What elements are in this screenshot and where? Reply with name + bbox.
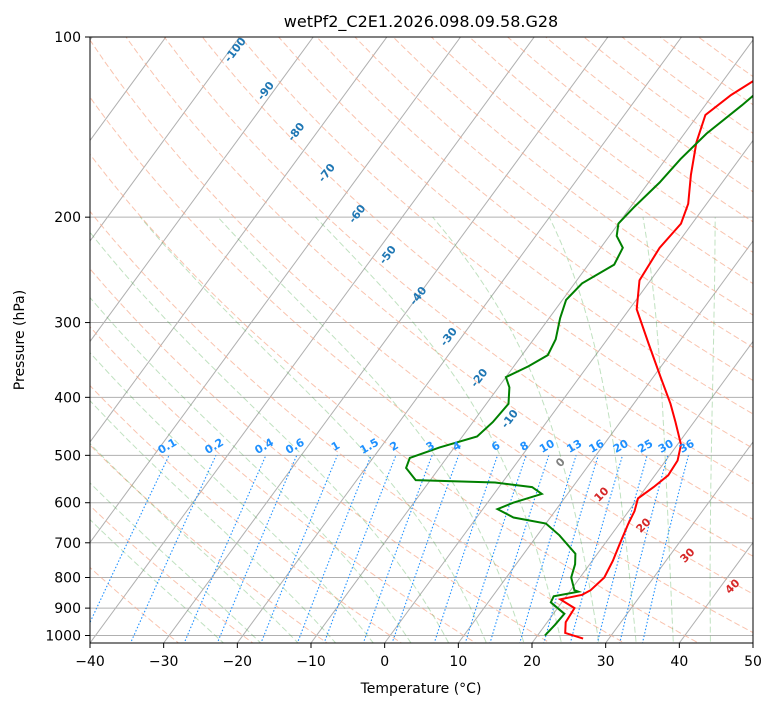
axis-ticks: −40 −30 −20 −10 0 10 20 30 40 50 100 200 300 400 500 60… bbox=[45, 30, 762, 670]
y-tick-label: 500 bbox=[54, 448, 81, 464]
x-axis-label: Temperature (°C) bbox=[360, 681, 482, 697]
y-axis-label: Pressure (hPa) bbox=[12, 290, 28, 390]
temperature-profile-line bbox=[557, 79, 753, 640]
plot-frame bbox=[89, 36, 754, 644]
dry-adiabat-line bbox=[90, 39, 753, 595]
mixing-ratio-line bbox=[569, 455, 624, 643]
y-tick-label: 300 bbox=[54, 316, 81, 332]
y-tick-label: 700 bbox=[54, 536, 81, 552]
y-tick-label: 800 bbox=[54, 570, 81, 586]
dry-adiabat-line bbox=[316, 37, 753, 382]
isotherm-line bbox=[90, 37, 535, 643]
mixing-ratio-line bbox=[519, 455, 577, 643]
y-tick-label: 600 bbox=[54, 496, 81, 512]
mixing-ratio-line bbox=[129, 455, 217, 643]
x-tick-label: 30 bbox=[597, 654, 615, 670]
dry-adiabat-line bbox=[90, 326, 477, 643]
mixing-ratio-line bbox=[216, 455, 298, 643]
mixing-ratio-line bbox=[260, 455, 338, 643]
isotherm-line bbox=[384, 139, 753, 643]
x-tick-label: 10 bbox=[449, 654, 467, 670]
dry-adiabat-line bbox=[90, 566, 180, 643]
isotherm-line bbox=[163, 37, 609, 643]
x-tick-label: 50 bbox=[744, 654, 762, 670]
moist-adiabat-line bbox=[90, 296, 412, 643]
moist-adiabat-line bbox=[140, 216, 487, 643]
isotherm-line bbox=[678, 541, 753, 643]
mixing-ratio-line bbox=[90, 455, 170, 624]
dewpoint-profile-line bbox=[404, 94, 753, 637]
moist-adiabat-line bbox=[548, 216, 637, 643]
mixing-ratio-line bbox=[323, 455, 397, 643]
isotherm-line bbox=[90, 37, 462, 544]
isotherm-line bbox=[310, 39, 753, 643]
mixing-ratio-line bbox=[543, 455, 599, 643]
mixing-ratio-line bbox=[391, 455, 460, 643]
isotherm-line bbox=[531, 340, 753, 643]
x-tick-label: 20 bbox=[523, 654, 541, 670]
y-tick-label: 400 bbox=[54, 390, 81, 406]
mixing-ratio-line bbox=[183, 455, 267, 643]
isotherm-line bbox=[236, 37, 683, 643]
dry-adiabat-line bbox=[392, 37, 753, 316]
dry-adiabat-line bbox=[125, 37, 753, 557]
x-tick-label: −30 bbox=[149, 654, 179, 670]
dry-adiabat-line bbox=[90, 210, 626, 643]
isotherm-line bbox=[90, 37, 241, 242]
background-lines bbox=[90, 37, 753, 643]
dry-adiabat-line bbox=[278, 37, 753, 415]
data-lines bbox=[404, 79, 753, 640]
x-tick-label: −20 bbox=[223, 654, 253, 670]
mixing-ratio-line bbox=[433, 455, 499, 643]
y-tick-label: 1000 bbox=[45, 629, 81, 645]
isotherm-line bbox=[90, 37, 388, 443]
mixing-ratio-line bbox=[362, 455, 433, 643]
moist-adiabat-line bbox=[642, 217, 674, 643]
y-tick-label: 200 bbox=[54, 210, 81, 226]
moist-adiabat-line bbox=[90, 399, 337, 643]
dry-adiabat-line bbox=[90, 153, 700, 643]
moist-adiabat-line bbox=[217, 216, 525, 643]
dry-adiabat-line bbox=[201, 37, 753, 485]
isotherm-line bbox=[605, 441, 753, 643]
dry-adiabat-line bbox=[90, 96, 753, 634]
chart-title: wetPf2_C2E1.2026.098.09.58.G28 bbox=[284, 12, 558, 32]
mixing-ratio-line bbox=[296, 455, 372, 643]
moist-adiabat-line bbox=[90, 482, 262, 643]
dry-adiabat-line bbox=[90, 268, 551, 643]
moist-adiabat-line bbox=[90, 231, 450, 643]
isotherm-line bbox=[90, 37, 167, 142]
moist-adiabat-line bbox=[90, 351, 374, 643]
moist-adiabat-line bbox=[90, 518, 225, 643]
x-tick-label: −40 bbox=[75, 654, 105, 670]
mixing-ratio-line bbox=[596, 455, 648, 643]
isotherm-line bbox=[90, 37, 314, 343]
dry-adiabat-line bbox=[90, 384, 403, 643]
moist-adiabat-line bbox=[315, 216, 562, 643]
mixing-ratio-line bbox=[641, 455, 690, 643]
y-tick-label: 100 bbox=[54, 30, 81, 46]
x-tick-label: −10 bbox=[296, 654, 326, 670]
moist-adiabat-line bbox=[709, 217, 716, 643]
moist-adiabat-line bbox=[432, 216, 600, 643]
mixing-ratio-line bbox=[464, 455, 527, 643]
mixing-ratio-line bbox=[489, 455, 550, 643]
mixing-ratio-line bbox=[619, 455, 669, 643]
dry-adiabat-line bbox=[90, 444, 328, 643]
x-tick-label: 0 bbox=[380, 654, 389, 670]
y-tick-label: 900 bbox=[54, 601, 81, 617]
x-tick-label: 40 bbox=[670, 654, 688, 670]
